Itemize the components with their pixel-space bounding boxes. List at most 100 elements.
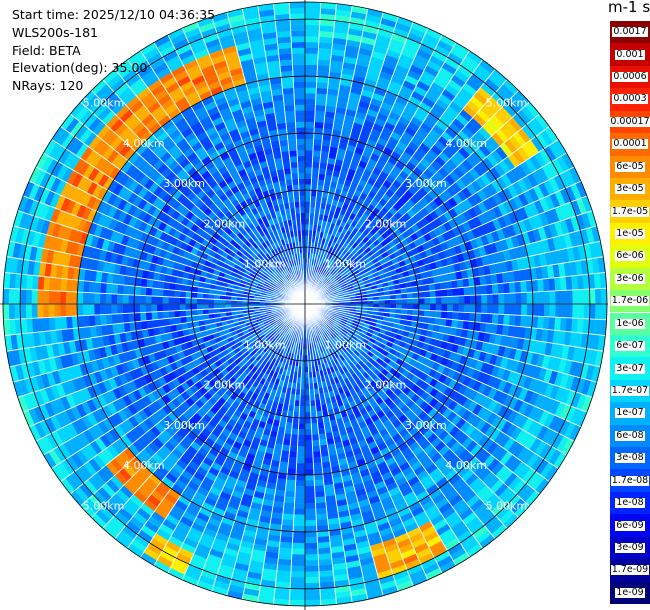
range-bin — [503, 282, 511, 294]
range-bin — [179, 310, 187, 318]
range-bin — [549, 290, 556, 305]
range-bin — [304, 70, 318, 77]
range-bin — [304, 172, 313, 179]
range-bin — [304, 588, 321, 595]
range-bin — [315, 513, 328, 521]
range-bin — [151, 311, 158, 321]
range-bin — [290, 565, 306, 572]
range-bin — [304, 485, 315, 493]
range-bin — [291, 548, 306, 555]
range-bin — [311, 422, 319, 430]
range-bin — [538, 291, 545, 305]
range-bin — [292, 525, 306, 533]
range-bin — [304, 53, 319, 60]
range-bin — [173, 290, 181, 298]
range-bin — [447, 296, 454, 305]
range-bin — [560, 290, 568, 305]
range-bin — [314, 485, 325, 492]
range-bin — [515, 303, 522, 316]
range-bin — [521, 303, 528, 316]
range-bin — [173, 296, 180, 305]
range-bin — [162, 296, 169, 305]
range-bin — [304, 110, 316, 117]
range-bin — [304, 406, 311, 413]
range-bin — [304, 531, 318, 538]
range-bin — [117, 284, 124, 295]
range-bin — [314, 110, 326, 118]
range-bin — [514, 281, 522, 294]
range-bin — [600, 303, 608, 320]
range-bin — [577, 289, 585, 305]
range-bin — [304, 1, 321, 9]
range-bin — [486, 284, 493, 295]
range-bin — [435, 296, 442, 305]
range-bin — [292, 542, 306, 550]
range-bin — [304, 47, 319, 54]
range-bin — [304, 411, 312, 419]
range-bin — [88, 314, 96, 327]
range-bin — [313, 462, 323, 470]
range-bin — [509, 303, 516, 316]
range-bin — [304, 394, 311, 402]
range-bin — [315, 98, 327, 106]
range-bin — [549, 303, 556, 318]
range-bin — [76, 291, 84, 305]
range-bin — [65, 316, 73, 330]
range-bin — [71, 303, 78, 317]
range-bin — [475, 294, 482, 305]
range-bin — [304, 58, 318, 66]
range-bin — [504, 303, 511, 315]
range-bin — [122, 313, 130, 324]
range-bin — [457, 287, 465, 297]
range-bin — [76, 303, 84, 317]
range-bin — [418, 291, 425, 299]
range-bin — [304, 30, 320, 37]
range-bin — [304, 497, 316, 504]
range-bin — [486, 294, 494, 305]
range-bin — [179, 303, 186, 311]
range-bin — [304, 565, 320, 572]
range-bin — [168, 296, 175, 305]
range-bin — [289, 439, 299, 447]
range-bin — [498, 293, 505, 305]
range-bin — [314, 479, 325, 487]
range-bin — [292, 417, 300, 424]
range-bin — [297, 440, 306, 447]
range-bin — [492, 303, 499, 315]
range-bin — [304, 132, 315, 140]
range-bin — [99, 303, 106, 315]
range-bin — [289, 594, 306, 601]
range-bin — [304, 508, 317, 515]
range-bin — [304, 18, 321, 26]
range-bin — [282, 507, 295, 515]
range-bin — [555, 303, 562, 318]
range-bin — [504, 293, 511, 305]
range-bin — [304, 503, 316, 510]
range-bin — [475, 303, 482, 314]
range-bin — [486, 303, 494, 314]
range-bin — [446, 311, 454, 320]
range-bin — [290, 434, 299, 441]
range-bin — [304, 75, 318, 83]
range-bin — [316, 81, 329, 89]
range-bin — [312, 456, 322, 464]
range-bin — [294, 491, 306, 498]
range-bin — [440, 310, 448, 320]
range-bin — [94, 292, 101, 305]
range-bin — [315, 93, 328, 101]
range-bin — [481, 303, 488, 314]
range-bin — [314, 121, 325, 129]
range-bin — [486, 313, 493, 324]
range-bin — [543, 291, 551, 305]
range-bin — [430, 303, 437, 312]
range-bin — [150, 303, 158, 313]
range-bin — [295, 480, 306, 487]
range-bin — [304, 451, 314, 459]
range-bin — [491, 313, 499, 325]
range-bin — [520, 315, 528, 328]
range-bin — [491, 283, 499, 295]
range-bin — [88, 303, 95, 316]
range-bin — [316, 519, 329, 527]
range-bin — [196, 298, 203, 305]
